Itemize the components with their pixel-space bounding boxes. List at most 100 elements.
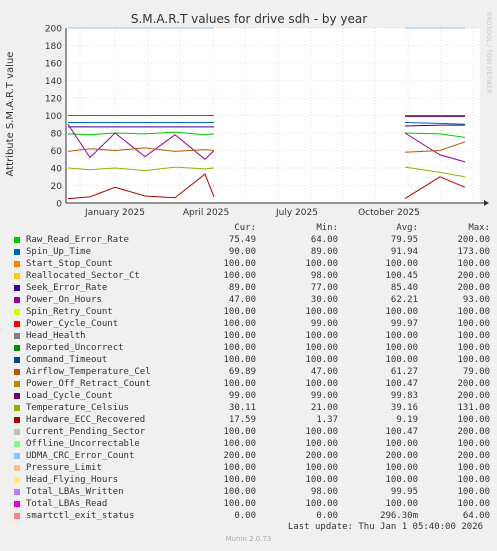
x-tick-label: October 2025	[358, 208, 420, 218]
y-tick-label: 140	[45, 77, 62, 87]
legend-max-value: 100.00	[457, 439, 490, 449]
legend-max-value: 200.00	[457, 451, 490, 461]
legend-avg-value: 79.95	[390, 235, 418, 245]
legend-swatch	[14, 369, 20, 375]
legend-cur-value: 100.00	[223, 355, 256, 365]
legend-cur-value: 100.00	[223, 307, 256, 317]
legend-cur-value: 30.11	[228, 403, 256, 413]
legend-series-name: UDMA_CRC_Error_Count	[26, 451, 135, 461]
legend-min-value: 99.00	[310, 391, 338, 401]
chart-area: S.M.A.R.T values for drive sdh - by year…	[0, 0, 497, 222]
legend-max-value: 100.00	[457, 355, 490, 365]
legend-series-name: Pressure_Limit	[26, 463, 102, 473]
legend-series-name: Spin_Retry_Count	[26, 307, 113, 317]
legend-cur-value: 100.00	[223, 319, 256, 329]
legend-min-value: 100.00	[305, 475, 338, 485]
legend-min-value: 100.00	[305, 427, 338, 437]
legend-min-value: 77.00	[310, 283, 338, 293]
series-line-temperature-celsius	[67, 166, 466, 178]
legend-row: Total_LBAs_Written 100.00 98.00 99.95 100.00	[14, 486, 490, 498]
legend-series-name: Hardware_ECC_Recovered	[26, 415, 146, 425]
legend-row: Reported_Uncorrect 100.00 100.00 100.00 100.…	[14, 342, 490, 354]
legend-cur-value: 100.00	[223, 427, 256, 437]
legend-max-value: 173.00	[457, 247, 490, 257]
legend-min-value: 1.37	[316, 415, 338, 425]
legend-min-value: 100.00	[305, 343, 338, 353]
legend-max-value: 200.00	[457, 391, 490, 401]
legend-series-name: Reported_Uncorrect	[26, 343, 124, 353]
legend-min-value: 98.00	[310, 487, 338, 497]
y-tick-label: 200	[45, 25, 62, 35]
legend-max-value: 100.00	[457, 415, 490, 425]
legend-avg-value: 9.19	[396, 415, 418, 425]
legend-series-name: Airflow_Temperature_Cel	[26, 367, 151, 377]
y-tick-label: 120	[45, 95, 62, 105]
legend-cur-value: 89.00	[228, 283, 256, 293]
y-tick-label: 100	[45, 112, 62, 122]
legend-max-value: 200.00	[457, 283, 490, 293]
legend-cur-value: 100.00	[223, 343, 256, 353]
legend-min-value: 200.00	[305, 451, 338, 461]
legend-max-value: 64.00	[462, 511, 490, 521]
y-tick-labels: 0 20 40 60 80 100 120 140 160 180 200	[45, 25, 62, 210]
legend-row: Head_Flying_Hours 100.00 100.00 100.00 100.0…	[14, 474, 490, 486]
legend-cur-value: 0.00	[234, 511, 256, 521]
legend-max-value: 200.00	[457, 379, 490, 389]
legend-min-value: 98.00	[310, 271, 338, 281]
legend-series-name: Power_Cycle_Count	[26, 319, 119, 329]
legend-swatch	[14, 273, 20, 279]
legend-min-value: 100.00	[305, 331, 338, 341]
y-tick-label: 20	[51, 182, 63, 192]
legend-min-value: 89.00	[310, 247, 338, 257]
legend-row: Head_Health 100.00 100.00 100.00 100.00	[14, 330, 490, 342]
legend-avg-value: 100.00	[385, 343, 418, 353]
legend-rows: Raw_Read_Error_Rate 75.49 64.00 79.95 200.00…	[14, 234, 490, 522]
chart-title: S.M.A.R.T values for drive sdh - by year	[131, 12, 367, 26]
x-tick-label: July 2025	[275, 208, 318, 218]
legend-avg-value: 200.00	[385, 451, 418, 461]
legend-series-name: Total_LBAs_Read	[26, 499, 108, 509]
legend-avg-value: 100.45	[385, 271, 418, 281]
legend-row: smartctl_exit_status 0.00 0.00 296.30m 64.00	[14, 510, 490, 522]
legend-cur-value: 100.00	[223, 271, 256, 281]
legend-swatch	[14, 297, 20, 303]
legend-series-name: Reallocated_Sector_Ct	[26, 271, 140, 281]
legend-min-value: 99.00	[310, 319, 338, 329]
legend-series-name: Current_Pending_Sector	[26, 427, 146, 437]
legend-max-value: 100.00	[457, 487, 490, 497]
munin-version: Munin 2.0.73	[225, 535, 272, 543]
legend-row: Power_Cycle_Count 100.00 99.00 99.97 100.00	[14, 318, 490, 330]
legend-avg-value: 100.47	[385, 427, 418, 437]
legend-swatch	[14, 249, 20, 255]
legend-cur-value: 47.00	[228, 295, 256, 305]
legend-swatch	[14, 309, 20, 315]
legend-min-value: 100.00	[305, 499, 338, 509]
legend-min-value: 64.00	[310, 235, 338, 245]
legend-avg-value: 100.00	[385, 499, 418, 509]
header-cur: Cur:	[234, 223, 256, 233]
legend-avg-value: 91.94	[390, 247, 418, 257]
legend-series-name: Start_Stop_Count	[26, 259, 113, 269]
series-line-raw-read-error-rate	[67, 131, 466, 138]
legend-header: Cur: Min: Avg: Max:	[14, 222, 490, 234]
legend-swatch	[14, 333, 20, 339]
legend-swatch	[14, 393, 20, 399]
legend-row: Spin_Retry_Count 100.00 100.00 100.00 100.00	[14, 306, 490, 318]
legend-series-name: Seek_Error_Rate	[26, 283, 108, 293]
legend-min-value: 100.00	[305, 463, 338, 473]
legend-swatch	[14, 429, 20, 435]
legend-min-value: 100.00	[305, 307, 338, 317]
x-tick-label: January 2025	[84, 208, 145, 218]
y-tick-label: 40	[51, 165, 63, 175]
legend-avg-value: 99.83	[390, 391, 418, 401]
legend-max-value: 131.00	[457, 403, 490, 413]
legend-min-value: 100.00	[305, 439, 338, 449]
legend-min-value: 47.00	[310, 367, 338, 377]
legend-row: Seek_Error_Rate 89.00 77.00 85.40 200.00	[14, 282, 490, 294]
legend-series-name: Command_Timeout	[26, 355, 108, 365]
header-avg: Avg:	[396, 223, 418, 233]
series-line-hardware-ecc-recovered	[67, 173, 466, 200]
legend-series-name: Raw_Read_Error_Rate	[26, 235, 129, 245]
last-update: Last update: Thu Jan 1 05:40:00 2026	[287, 522, 483, 532]
legend-series-name: Load_Cycle_Count	[26, 391, 113, 401]
